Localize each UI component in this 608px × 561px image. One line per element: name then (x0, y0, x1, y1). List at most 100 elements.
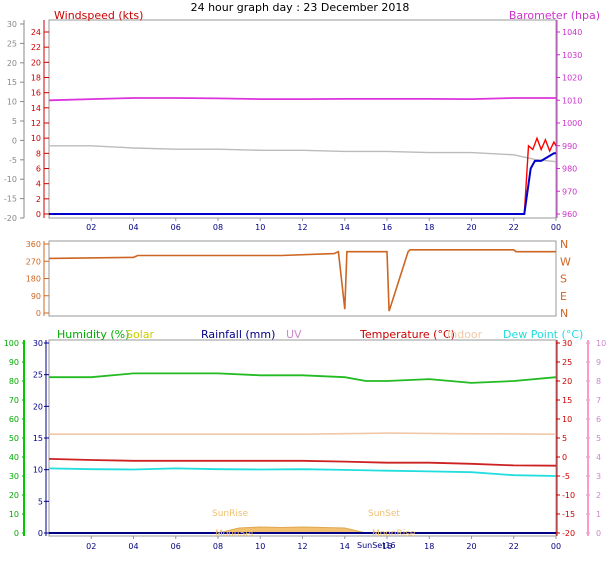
time-tick-label: 00 (551, 223, 561, 232)
time-tick-label: 18 (424, 223, 434, 232)
humidity-tick-label: 60 (9, 415, 19, 424)
humidity-tick-label: 100 (4, 339, 19, 348)
rainfall-tick-label: 10 (33, 466, 43, 475)
temperature-tick-label: 15 (562, 396, 572, 405)
time-tick-label: 14 (340, 542, 350, 551)
time-tick-label: 14 (340, 223, 350, 232)
humidity-tick-label: 80 (9, 377, 19, 386)
uv-tick-label: 4 (596, 453, 601, 462)
windspeed-tick-label: 6 (36, 165, 41, 174)
time-tick-label: 06 (171, 542, 181, 551)
time-tick-label: 06 (171, 223, 181, 232)
temperature-tick-label: -5 (562, 472, 570, 481)
dew-point-line (48, 467, 557, 477)
time-tick-label: 04 (128, 542, 138, 551)
windspeed-tick-label: 22 (31, 43, 41, 52)
humidity-tick-label: 20 (9, 491, 19, 500)
wind-outer-tick-label: 5 (12, 117, 17, 126)
time-tick-label: 16 (382, 542, 392, 551)
barometer-tick-label: 1020 (562, 74, 582, 83)
uv-tick-label: 6 (596, 415, 601, 424)
time-tick-label: 04 (128, 223, 138, 232)
time-tick-label: 22 (509, 223, 519, 232)
temperature-line (48, 458, 557, 467)
uv-tick-label: 1 (596, 510, 601, 519)
humidity-tick-label: 30 (9, 472, 19, 481)
wind-outer-tick-label: 15 (7, 78, 17, 87)
legend-label: Humidity (%) (57, 328, 129, 341)
windspeed-tick-label: 14 (31, 104, 41, 113)
wind-outer-tick-label: -5 (9, 156, 17, 165)
wind-panel (48, 19, 557, 219)
uv-tick-label: 9 (596, 358, 601, 367)
humidity-tick-label: 90 (9, 358, 19, 367)
wind-outer-tick-label: -15 (4, 195, 17, 204)
legend-label: Dew Point (°C) (503, 328, 583, 341)
time-tick-label: 02 (86, 542, 96, 551)
time-tick-label: 00 (551, 542, 561, 551)
solar-area (217, 526, 367, 534)
temperature-tick-label: -10 (562, 491, 575, 500)
temperature-tick-label: 20 (562, 377, 572, 386)
uv-tick-label: 3 (596, 472, 601, 481)
time-tick-label: 16 (382, 223, 392, 232)
compass-tick-label: S (560, 273, 567, 286)
indoor-line (49, 432, 557, 436)
temp-panel (48, 339, 557, 537)
compass-tick-label: W (560, 255, 571, 268)
legend-label: Rainfall (mm) (201, 328, 275, 341)
windspeed-tick-label: 16 (31, 89, 41, 98)
barometer-tick-label: 970 (562, 187, 577, 196)
wind-outer-tick-label: 10 (7, 98, 17, 107)
legend-label: Indoor (447, 328, 483, 341)
time-tick-label: 20 (466, 542, 476, 551)
temperature-tick-label: 5 (562, 434, 567, 443)
direction-panel (48, 240, 557, 317)
uv-tick-label: 5 (596, 434, 601, 443)
humidity-tick-label: 70 (9, 396, 19, 405)
wind-gust-line (523, 136, 557, 215)
uv-tick-label: 2 (596, 491, 601, 500)
compass-tick-label: N (560, 238, 568, 251)
time-tick-label: 12 (297, 223, 307, 232)
rainfall-tick-label: 15 (33, 434, 43, 443)
sunrise-label: SunRise (212, 509, 249, 519)
legend-label: UV (286, 328, 302, 341)
barometer-tick-label: 1000 (562, 119, 582, 128)
barometer-tick-label: 1040 (562, 28, 582, 37)
wind-outer-tick-label: 20 (7, 59, 17, 68)
windspeed-label: Windspeed (kts) (54, 9, 143, 22)
uv-tick-label: 10 (596, 339, 606, 348)
temperature-tick-label: 30 (562, 339, 572, 348)
barometer-tick-label: 980 (562, 165, 577, 174)
wind-outer-tick-label: 0 (12, 136, 17, 145)
windspeed-tick-label: 18 (31, 74, 41, 83)
sunset-label: SunSet (368, 509, 400, 519)
barometer-tick-label: 990 (562, 142, 577, 151)
legend-label: Solar (126, 328, 155, 341)
wind-outer-tick-label: -10 (4, 175, 17, 184)
direction-tick-label: 360 (26, 240, 41, 249)
temperature-tick-label: -20 (562, 529, 575, 538)
wind-direction-line (48, 249, 556, 312)
windspeed-tick-label: 24 (31, 28, 41, 37)
wind-outer-tick-label: 25 (7, 39, 17, 48)
temperature-tick-label: -15 (562, 510, 575, 519)
windspeed-tick-label: 4 (36, 180, 41, 189)
legend-label: Temperature (°C) (359, 328, 455, 341)
barometer-line (48, 97, 556, 102)
time-tick-label: 08 (213, 223, 223, 232)
uv-tick-label: 7 (596, 396, 601, 405)
wind-outer-tick-label: -20 (4, 214, 17, 223)
windspeed-tick-label: 12 (31, 119, 41, 128)
rainfall-tick-label: 30 (33, 339, 43, 348)
time-tick-label: 12 (297, 542, 307, 551)
rainfall-tick-label: 20 (33, 402, 43, 411)
windspeed-tick-label: 8 (36, 149, 41, 158)
windspeed-tick-label: 2 (36, 195, 41, 204)
barometer-trace-line (49, 145, 557, 163)
uv-tick-label: 8 (596, 377, 601, 386)
time-tick-label: 20 (466, 223, 476, 232)
direction-tick-label: 90 (31, 292, 41, 301)
